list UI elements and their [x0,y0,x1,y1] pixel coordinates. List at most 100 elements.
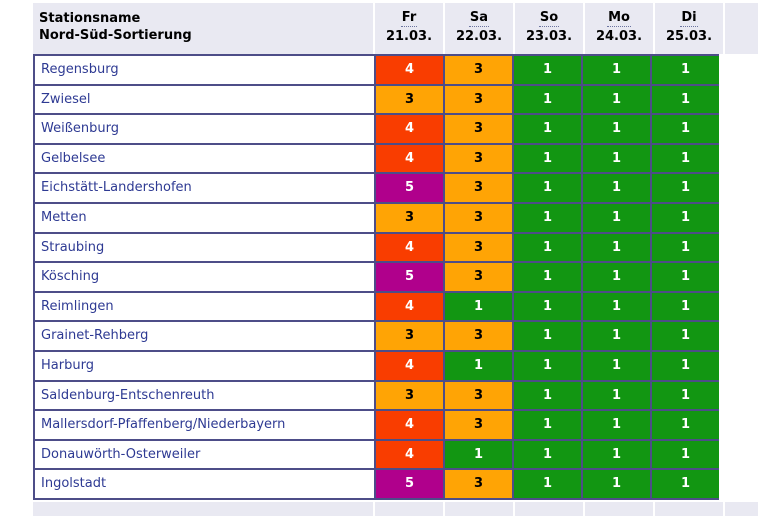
day-abbr: Mo [607,10,631,27]
index-value-cell: 1 [514,440,581,469]
index-value-cell: 5 [376,263,443,291]
index-value-cell: 1 [652,85,719,114]
index-value-cell: 3 [445,411,512,439]
day-header-so: So 23.03. [515,3,583,54]
station-name: Eichstätt-Landershofen [35,174,374,202]
index-value-cell: 5 [376,174,443,202]
bottom-band-spacer [725,501,758,516]
day-abbr: So [538,10,560,27]
index-value-cell: 3 [445,115,512,143]
index-value-cell: 3 [376,381,443,410]
day-header-fr: Fr 21.03. [375,3,443,54]
bottom-band-cell [585,501,653,516]
station-column-header: Stationsname Nord-Süd-Sortierung [33,3,373,54]
index-value-cell: 1 [652,292,719,321]
index-value-cell: 1 [652,203,719,232]
index-value-cell: 1 [514,144,581,173]
station-name: Straubing [35,233,374,262]
index-value-cell: 1 [652,174,719,202]
index-value-cell: 3 [445,174,512,202]
index-value-cell: 1 [445,292,512,321]
day-abbr: Sa [468,10,490,27]
station-header-line1: Stationsname [39,11,141,26]
index-value-cell: 1 [652,381,719,410]
index-value-cell: 1 [583,292,650,321]
index-value-cell: 1 [652,470,719,498]
index-value-cell: 4 [376,56,443,84]
index-value-cell: 1 [514,470,581,498]
index-value-cell: 4 [376,115,443,143]
station-name: Grainet-Rehberg [35,322,374,350]
index-value-cell: 3 [376,203,443,232]
index-value-cell: 1 [514,85,581,114]
station-header-line2: Nord-Süd-Sortierung [39,28,192,43]
station-name: Saldenburg-Entschenreuth [35,381,374,410]
index-value-cell: 1 [652,351,719,380]
bottom-band-cell [515,501,583,516]
bottom-cutoff-band [33,501,758,516]
index-value-cell: 1 [583,233,650,262]
index-value-cell: 1 [583,203,650,232]
data-grid: Regensburg 4 3 1 1 1 Zwiesel 3 3 1 1 1 Weißenburg 4 3 1… [33,54,719,500]
index-value-cell: 1 [583,263,650,291]
index-value-cell: 1 [652,233,719,262]
index-value-cell: 1 [583,381,650,410]
station-name: Harburg [35,351,374,380]
index-value-cell: 3 [445,470,512,498]
bottom-band-cell [655,501,723,516]
index-value-cell: 1 [583,56,650,84]
index-value-cell: 3 [376,322,443,350]
index-value-cell: 1 [514,233,581,262]
index-value-cell: 4 [376,351,443,380]
station-name: Regensburg [35,56,374,84]
index-value-cell: 1 [583,440,650,469]
station-name: Gelbelsee [35,144,374,173]
index-value-cell: 1 [652,115,719,143]
index-value-cell: 3 [445,322,512,350]
day-date: 24.03. [595,29,643,44]
day-date: 25.03. [665,29,713,44]
index-value-cell: 4 [376,144,443,173]
index-value-cell: 3 [445,144,512,173]
index-value-cell: 1 [514,263,581,291]
index-value-cell: 3 [445,381,512,410]
index-value-cell: 1 [445,351,512,380]
index-value-cell: 1 [652,411,719,439]
day-header-sa: Sa 22.03. [445,3,513,54]
index-value-cell: 1 [514,115,581,143]
station-name: Metten [35,203,374,232]
index-value-cell: 1 [514,292,581,321]
index-value-cell: 3 [445,56,512,84]
day-abbr: Fr [400,10,418,27]
index-value-cell: 1 [514,351,581,380]
index-value-cell: 4 [376,292,443,321]
day-date: 22.03. [455,29,503,44]
index-value-cell: 1 [514,203,581,232]
index-value-cell: 1 [514,174,581,202]
index-value-cell: 1 [583,322,650,350]
index-value-cell: 1 [445,440,512,469]
index-value-cell: 3 [376,85,443,114]
station-name: Reimlingen [35,292,374,321]
index-value-cell: 1 [514,411,581,439]
index-value-cell: 1 [583,144,650,173]
bottom-band-station-cell [33,501,373,516]
index-value-cell: 1 [652,440,719,469]
header-spacer [725,3,758,54]
station-name: Zwiesel [35,85,374,114]
day-header-mo: Mo 24.03. [585,3,653,54]
index-value-cell: 1 [652,263,719,291]
index-value-cell: 3 [445,203,512,232]
bottom-band-cell [375,501,443,516]
index-value-cell: 1 [583,174,650,202]
station-name: Mallersdorf-Pfaffenberg/Niederbayern [35,411,374,439]
bottom-band-cell [445,501,513,516]
index-value-cell: 3 [445,263,512,291]
day-abbr: Di [680,10,698,27]
index-value-cell: 4 [376,440,443,469]
index-value-cell: 5 [376,470,443,498]
day-date: 23.03. [525,29,573,44]
index-value-cell: 1 [583,115,650,143]
day-date: 21.03. [385,29,433,44]
index-value-cell: 4 [376,411,443,439]
